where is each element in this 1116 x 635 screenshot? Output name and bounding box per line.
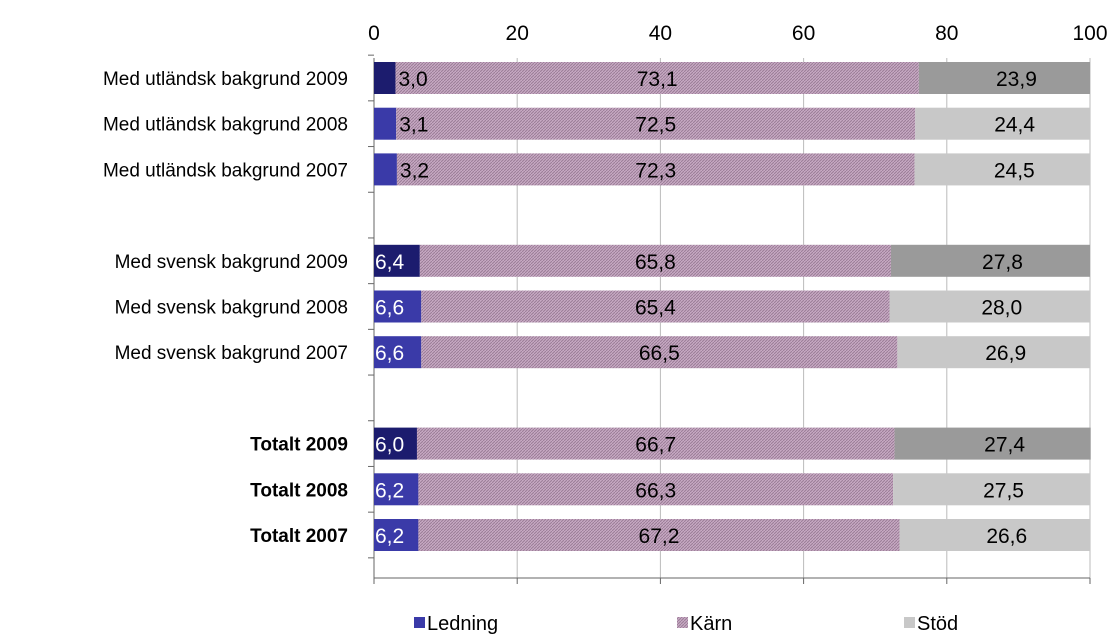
category-label-9: Totalt 2008 [250,480,348,501]
value-label-stöd-6: 26,9 [985,342,1026,365]
bar-stöd-10 [899,519,1090,551]
category-label-10: Totalt 2007 [250,526,348,547]
bar-kärn-4 [419,244,891,277]
value-label-kärn-1: 72,5 [635,114,676,137]
bar-ledning-1 [374,107,397,140]
x-tick-label-100: 100 [1072,22,1107,45]
value-label-stöd-9: 27,5 [983,479,1024,502]
bar-kärn-5 [421,290,890,323]
value-label-kärn-5: 65,4 [635,297,676,320]
category-label-6: Med svensk bakgrund 2007 [115,343,348,364]
value-label-stöd-10: 26,6 [986,525,1027,548]
labels: 0 20 40 60 80 100 Med utländsk bakgrund 2009 3,… [103,22,1108,548]
value-label-ledning-9: 6,2 [375,479,404,502]
bar-stöd-6 [897,336,1090,369]
value-label-ledning-0: 3,0 [398,68,427,91]
value-label-ledning-2: 3,2 [400,159,429,182]
x-tick-label-80: 80 [935,22,958,45]
value-label-ledning-6: 6,6 [375,342,404,365]
category-label-0: Med utländsk bakgrund 2009 [103,69,348,90]
category-label-5: Med svensk bakgrund 2008 [115,298,348,319]
bar-kärn-1 [396,107,916,140]
category-label-8: Totalt 2009 [250,435,348,456]
value-label-ledning-5: 6,6 [375,297,404,320]
value-label-kärn-6: 66,5 [639,342,680,365]
bar-stöd-1 [915,107,1090,140]
bar-ledning-2 [374,153,397,186]
value-label-kärn-0: 73,1 [637,68,678,91]
value-label-stöd-0: 23,9 [996,68,1037,91]
bar-stöd-9 [893,473,1090,506]
x-tick-label-0: 0 [368,22,380,45]
legend-label-kärn: Kärn [690,613,732,635]
legend: Ledning Kärn Stöd [414,613,958,635]
legend-swatch-kärn [677,617,688,628]
value-label-kärn-10: 67,2 [639,525,680,548]
legend-label-stöd: Stöd [917,613,958,635]
value-label-kärn-8: 66,7 [635,434,676,457]
value-label-ledning-8: 6,0 [375,434,404,457]
bar-ledning-9 [374,473,419,506]
value-label-stöd-4: 27,8 [982,251,1023,274]
bar-ledning-6 [374,336,422,369]
value-label-stöd-2: 24,5 [994,159,1035,182]
value-label-ledning-1: 3,1 [399,114,428,137]
legend-swatch-stöd [904,617,915,628]
bar-stöd-8 [894,427,1091,460]
bar-kärn-9 [418,473,894,506]
value-label-ledning-4: 6,4 [375,251,405,274]
bar-kärn-8 [416,427,895,460]
bar-ledning-4 [374,244,420,277]
category-label-4: Med svensk bakgrund 2009 [115,252,348,273]
bar-ledning-5 [374,290,422,323]
value-label-kärn-2: 72,3 [635,159,676,182]
bar-kärn-10 [418,519,900,551]
bars [374,62,1091,551]
legend-swatch-ledning [414,617,425,628]
bar-stöd-0 [918,62,1090,94]
value-label-kärn-9: 66,3 [635,479,676,502]
bar-ledning-8 [374,427,417,460]
bar-stöd-4 [890,244,1090,277]
x-tick-label-60: 60 [792,22,815,45]
x-tick-label-20: 20 [506,22,529,45]
value-label-ledning-10: 6,2 [375,525,404,548]
bar-ledning-0 [374,62,396,94]
value-label-stöd-8: 27,4 [984,434,1025,457]
bar-kärn-2 [396,153,915,186]
x-tick-label-40: 40 [649,22,672,45]
legend-label-ledning: Ledning [427,613,498,635]
category-label-2: Med utländsk bakgrund 2007 [103,160,348,181]
bar-ledning-10 [374,519,419,551]
bar-kärn-6 [421,336,898,369]
value-label-stöd-5: 28,0 [981,297,1022,320]
value-label-kärn-4: 65,8 [635,251,676,274]
bar-stöd-5 [889,290,1090,323]
bar-stöd-2 [914,153,1090,186]
category-label-1: Med utländsk bakgrund 2008 [103,115,348,136]
bar-kärn-0 [395,62,919,94]
value-label-stöd-1: 24,4 [994,114,1035,137]
